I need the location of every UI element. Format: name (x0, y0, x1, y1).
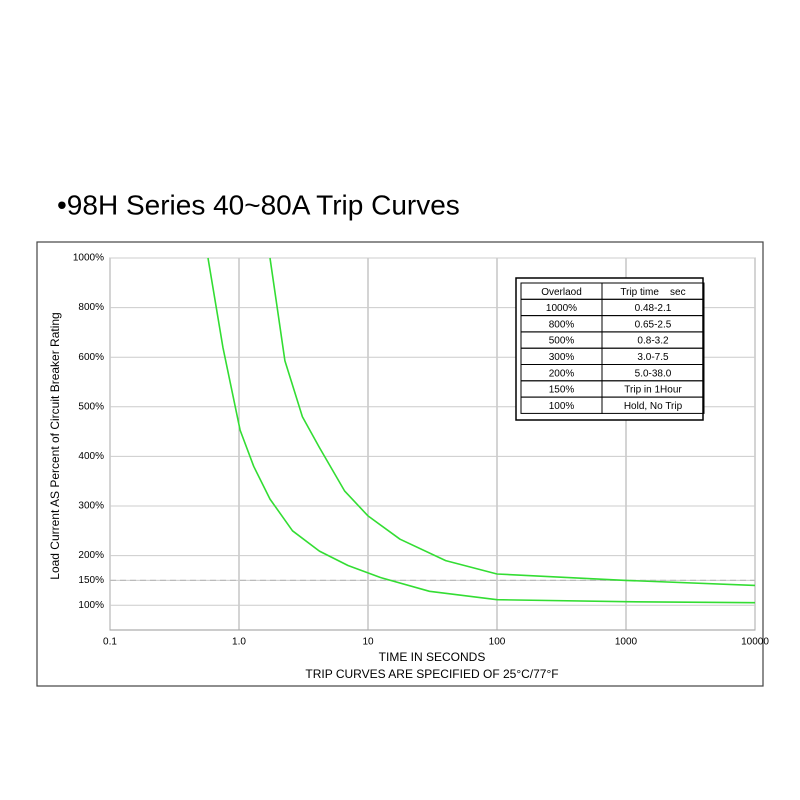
trip-curve (207, 257, 756, 604)
y-tick-label: 300% (78, 501, 104, 512)
y-tick-label: 600% (78, 352, 104, 363)
x-tick-label: 10000 (741, 637, 769, 648)
table-row (601, 396, 705, 414)
table-cell: 200% (549, 368, 575, 379)
x-tick-label: 1000 (615, 637, 638, 648)
trip-curve (269, 257, 756, 587)
y-tick-label: 400% (78, 451, 104, 462)
y-axis-label: Load Current AS Percent of Circuit Break… (48, 312, 62, 579)
table-cell: 0.65-2.5 (635, 319, 672, 330)
table-cell: Overlaod (541, 287, 582, 298)
y-tick-label: 200% (78, 550, 104, 561)
table-cell: 3.0-7.5 (637, 352, 669, 363)
table-cell: 0.48-2.1 (635, 303, 672, 314)
table-cell: 800% (549, 319, 575, 330)
chart-title: •98H Series 40~80A Trip Curves (57, 189, 460, 220)
table-cell: 0.8-3.2 (637, 336, 669, 347)
y-tick-label: 150% (78, 575, 104, 586)
x-axis-note: TRIP CURVES ARE SPECIFIED OF 25°C/77°F (305, 667, 558, 681)
table-cell: Trip in 1Hour (624, 385, 682, 396)
y-tick-label: 100% (78, 600, 104, 611)
table-cell: 300% (549, 352, 575, 363)
table-cell: 100% (549, 401, 575, 412)
table-cell: 150% (549, 385, 575, 396)
table-frame (515, 277, 704, 421)
x-axis-label: TIME IN SECONDS (379, 650, 486, 664)
y-tick-label: 1000% (73, 253, 104, 264)
table-cell: Trip time sec (620, 287, 685, 298)
table-cell: 5.0-38.0 (635, 368, 672, 379)
x-tick-label: 1.0 (232, 637, 246, 648)
table-cell: 1000% (546, 303, 577, 314)
x-tick-label: 10 (362, 637, 374, 648)
table-cell: Hold, No Trip (624, 401, 683, 412)
y-tick-label: 800% (78, 302, 104, 313)
x-tick-label: 100 (489, 637, 506, 648)
chart-frame (36, 241, 764, 687)
x-tick-label: 0.1 (103, 637, 117, 648)
y-tick-label: 500% (78, 401, 104, 412)
table-cell: 500% (549, 336, 575, 347)
